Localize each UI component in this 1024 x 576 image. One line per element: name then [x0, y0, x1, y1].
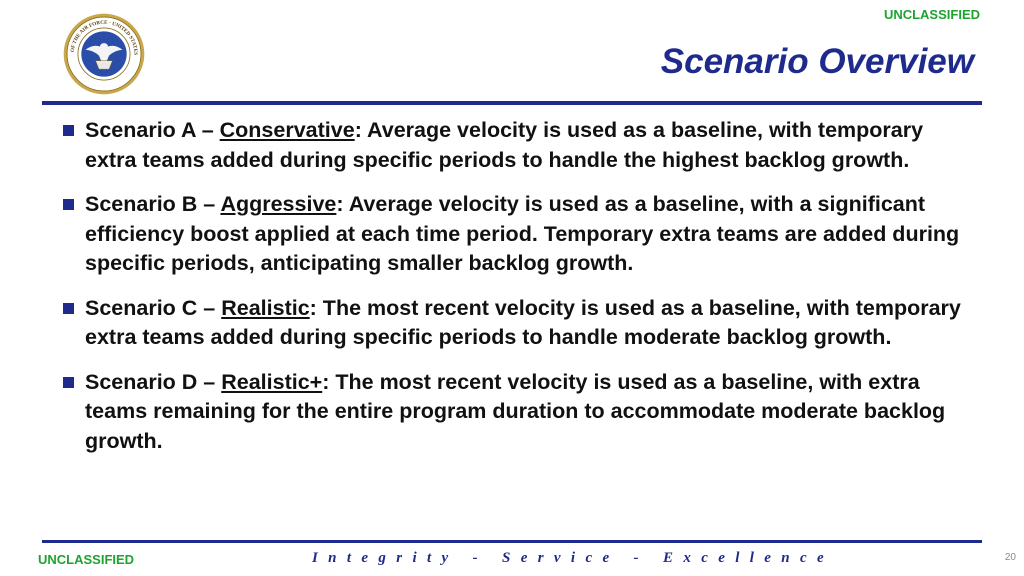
bullet-item-scenario-c: Scenario C – Realistic: The most recent … [60, 294, 970, 353]
square-bullet-icon [63, 125, 74, 136]
header-divider [42, 101, 982, 105]
classification-banner-top: UNCLASSIFIED [883, 7, 980, 22]
slide-title: Scenario Overview [660, 42, 974, 81]
square-bullet-icon [63, 376, 74, 388]
bullet-keyword: Conservative [219, 118, 355, 142]
square-bullet-icon [63, 199, 74, 210]
bullet-text: : The most recent velocity is used as a … [85, 295, 961, 350]
bullet-keyword: Aggressive [220, 192, 337, 216]
classification-banner-bottom: UNCLASSIFIED [38, 552, 135, 567]
bullet-prefix: Scenario A – [85, 118, 220, 142]
bullet-prefix: Scenario D – [85, 369, 222, 394]
bullet-item-scenario-b: Scenario B – Aggressive: Average velocit… [60, 190, 970, 279]
bullet-item-scenario-a: Scenario A – Conservative: Average veloc… [60, 116, 970, 175]
air-force-seal-icon: DEPARTMENT OF THE AIR FORCE · UNITED STA… [62, 12, 145, 95]
bullet-text: : Average velocity is used as a baseline… [85, 192, 960, 275]
bullet-prefix: Scenario C – [85, 295, 222, 320]
bullet-text: : Average velocity is used as a baseline… [85, 118, 924, 172]
footer-divider [42, 540, 982, 543]
bullet-keyword: Realistic+ [221, 369, 323, 394]
bullet-text: : The most recent velocity is used as a … [85, 369, 946, 453]
square-bullet-icon [63, 302, 74, 314]
bullet-list: Scenario A – Conservative: Average veloc… [60, 116, 970, 471]
bullet-prefix: Scenario B – [85, 192, 221, 216]
footer-motto: I n t e g r i t y - S e r v i c e - E x … [312, 550, 827, 566]
bullet-item-scenario-d: Scenario D – Realistic+: The most recent… [60, 368, 970, 457]
bullet-keyword: Realistic [221, 295, 310, 320]
page-number: 20 [1004, 552, 1016, 563]
